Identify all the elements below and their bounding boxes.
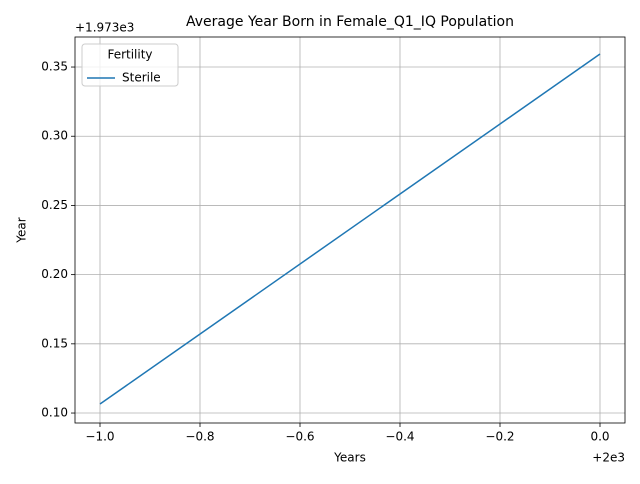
x-tick-label: −0.6 [285,430,314,444]
y-tick-label: 0.15 [41,336,68,350]
legend-label: Sterile [122,71,161,85]
y-tick-label: 0.30 [41,129,68,143]
chart-title: Average Year Born in Female_Q1_IQ Popula… [186,14,514,30]
x-tick-label: −0.4 [385,430,414,444]
plot-frame [74,36,626,424]
legend-title: Fertility [107,48,152,62]
y-tick-label: 0.20 [41,267,68,281]
y-tick-label: 0.10 [41,406,68,420]
y-offset: +1.973e3 [75,21,134,35]
x-tick-label: −0.8 [185,430,214,444]
legend-box [81,43,179,87]
x-offset: +2e3 [592,451,625,465]
x-tick-label: −1.0 [85,430,114,444]
x-tick-label: 0.0 [590,430,609,444]
x-axis-label: Years [333,451,366,465]
y-tick-label: 0.35 [41,60,68,74]
x-tick-label: −0.2 [485,430,514,444]
y-axis-label: Year [15,217,29,243]
line [99,53,601,405]
y-tick-label: 0.25 [41,198,68,212]
